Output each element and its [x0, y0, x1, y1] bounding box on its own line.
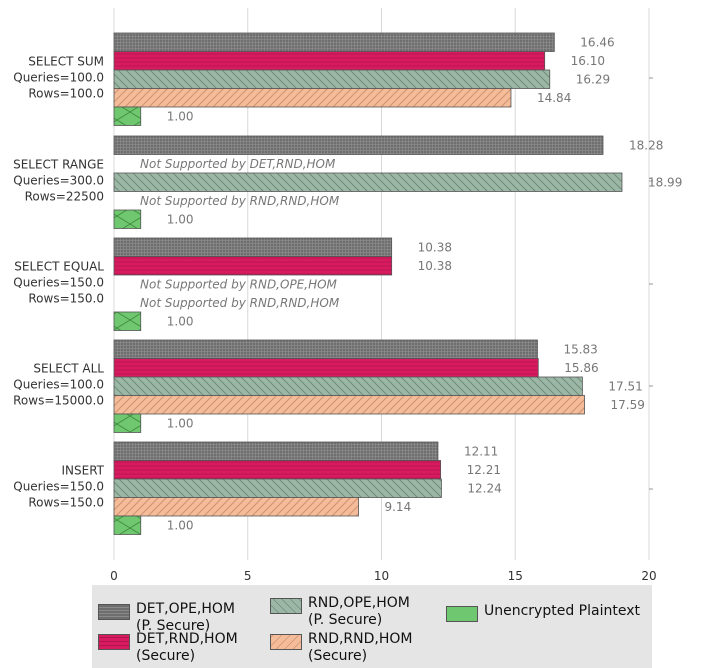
legend-item: DET,RND,HOM (Secure) — [98, 631, 238, 665]
bar — [113, 376, 583, 396]
value-label: 15.86 — [564, 361, 598, 375]
x-tick-label: 5 — [244, 569, 252, 583]
not-supported-label: Not Supported by DET,RND,HOM — [140, 157, 336, 171]
legend-swatch — [446, 606, 478, 622]
x-tick-label: 20 — [641, 569, 656, 583]
legend-item: RND,RND,HOM (Secure) — [270, 631, 413, 665]
value-label: 10.38 — [418, 259, 452, 273]
category-label: Rows=100.0 — [28, 86, 104, 100]
bar-labels: 16.46 16.10 16.29 14.84 1.00 18.28 Not Support… — [140, 35, 682, 532]
bar — [113, 358, 539, 378]
bar — [113, 135, 604, 155]
legend-swatch — [98, 604, 130, 620]
bar — [113, 209, 142, 229]
legend-item: DET,OPE,HOM (P. Secure) — [98, 601, 235, 635]
bar — [113, 51, 546, 71]
category-label: SELECT SUM — [28, 54, 104, 68]
legend-label: Unencrypted Plaintext — [484, 603, 640, 619]
value-label: 10.38 — [418, 240, 452, 254]
value-label: 1.00 — [167, 314, 194, 328]
value-label: 16.10 — [571, 54, 605, 68]
bar — [113, 395, 585, 415]
value-label: 16.29 — [576, 72, 610, 86]
value-label: 17.51 — [608, 379, 642, 393]
legend-label: DET,RND,HOM (Secure) — [136, 631, 238, 664]
value-label: 1.00 — [167, 109, 194, 123]
bar — [113, 339, 538, 359]
not-supported-label: Not Supported by RND,RND,HOM — [140, 194, 340, 208]
x-tick-label: 10 — [374, 569, 389, 583]
not-supported-label: Not Supported by RND,OPE,HOM — [140, 277, 338, 291]
category-label: SELECT ALL — [33, 361, 104, 375]
value-label: 16.46 — [580, 35, 614, 49]
bar — [113, 69, 551, 89]
bar — [113, 311, 142, 331]
legend-label: RND,RND,HOM (Secure) — [308, 631, 413, 664]
bar — [113, 497, 359, 517]
bar — [113, 256, 393, 276]
value-label: 15.83 — [563, 342, 597, 356]
category-label: Rows=22500 — [25, 189, 104, 203]
bars — [113, 32, 623, 535]
value-label: 18.28 — [629, 138, 663, 152]
value-label: 1.00 — [167, 416, 194, 430]
value-label: 12.11 — [464, 444, 498, 458]
bar — [113, 172, 623, 192]
not-supported-label: Not Supported by RND,RND,HOM — [140, 296, 340, 310]
legend-swatch — [270, 634, 302, 650]
legend-swatch — [98, 634, 130, 650]
bar — [113, 441, 439, 461]
bar — [113, 106, 142, 126]
legend-label: DET,OPE,HOM (P. Secure) — [136, 601, 236, 634]
category-label: Rows=150.0 — [28, 291, 104, 305]
category-label: SELECT EQUAL — [14, 259, 104, 273]
category-label: Queries=100.0 — [13, 70, 104, 84]
category-label: Queries=150.0 — [13, 275, 104, 289]
y-axis-categories: SELECT SUM Queries=100.0 Rows=100.0 SELECT … — [13, 54, 105, 509]
value-label: 17.59 — [611, 398, 645, 412]
value-label: 14.84 — [537, 91, 571, 105]
category-label: SELECT RANGE — [13, 157, 104, 171]
legend-item: Unencrypted Plaintext — [446, 603, 640, 622]
category-label: Queries=100.0 — [13, 377, 104, 391]
value-label: 12.21 — [467, 463, 501, 477]
bar — [113, 515, 142, 535]
value-label: 18.99 — [648, 175, 682, 189]
bar — [113, 237, 393, 257]
bar — [113, 413, 142, 433]
category-label: Rows=15000.0 — [13, 393, 104, 407]
category-label: Queries=150.0 — [13, 479, 104, 493]
value-label: 12.24 — [467, 481, 501, 495]
legend-swatch — [270, 598, 302, 614]
bar — [113, 32, 555, 52]
x-axis-ticks: 0 5 10 15 20 — [110, 569, 656, 583]
bar — [113, 460, 442, 480]
category-label: Queries=300.0 — [13, 173, 104, 187]
value-label: 9.14 — [384, 500, 411, 514]
value-label: 1.00 — [167, 212, 194, 226]
category-label: Rows=150.0 — [28, 495, 104, 509]
x-tick-label: 0 — [110, 569, 118, 583]
bar-chart: 0 5 10 15 20 16.46 16.10 16.29 14.84 1.00 18.28 No… — [13, 8, 682, 583]
legend-item: RND,OPE,HOM (P. Secure) — [270, 595, 410, 629]
bar — [113, 478, 442, 498]
value-label: 1.00 — [167, 518, 194, 532]
legend-label: RND,OPE,HOM (P. Secure) — [308, 595, 410, 628]
bar — [113, 88, 512, 108]
legend: DET,OPE,HOM (P. Secure) DET,RND,HOM (Secu… — [92, 585, 652, 668]
category-label: INSERT — [61, 463, 104, 477]
x-tick-label: 15 — [508, 569, 523, 583]
